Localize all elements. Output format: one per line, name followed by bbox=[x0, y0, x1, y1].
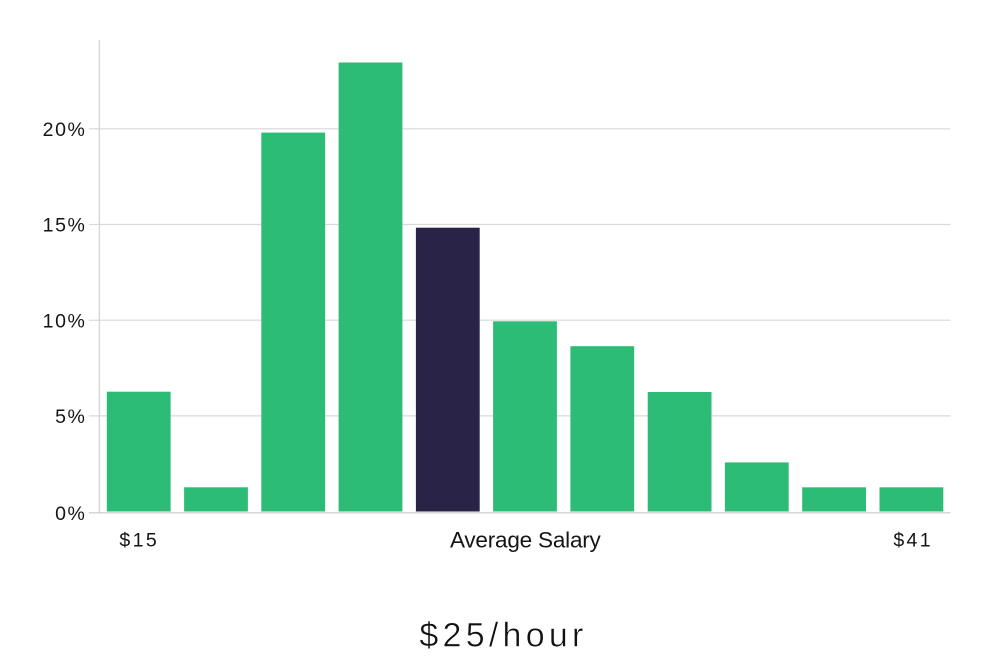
svg-text:20%: 20% bbox=[43, 119, 87, 141]
svg-text:$15: $15 bbox=[119, 530, 159, 552]
svg-text:5%: 5% bbox=[55, 406, 86, 428]
svg-text:Average Salary: Average Salary bbox=[450, 528, 602, 553]
svg-text:15%: 15% bbox=[43, 215, 87, 237]
svg-text:$41: $41 bbox=[893, 530, 933, 552]
svg-text:0%: 0% bbox=[55, 503, 86, 525]
svg-text:$25/hour: $25/hour bbox=[419, 616, 587, 654]
svg-text:10%: 10% bbox=[43, 310, 87, 332]
